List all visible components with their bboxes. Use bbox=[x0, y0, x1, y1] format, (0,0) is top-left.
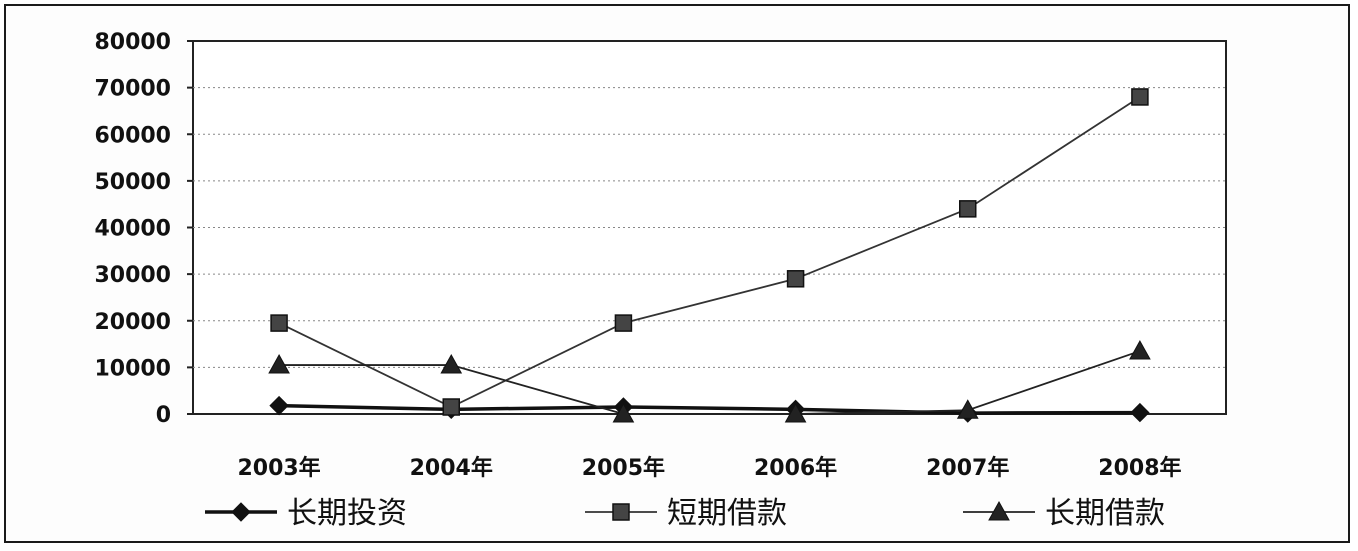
series-line bbox=[279, 350, 1141, 415]
y-tick-label: 40000 bbox=[94, 217, 171, 242]
series-lines bbox=[268, 88, 1151, 423]
long-term-investment-marker bbox=[1130, 402, 1150, 423]
legend-label: 短期借款 bbox=[667, 496, 787, 531]
x-tick-label: 2004年 bbox=[410, 455, 493, 481]
legend-item-long-term-loan: 长期借款 bbox=[963, 496, 1165, 531]
x-tick-label: 2003年 bbox=[237, 455, 320, 481]
y-tick-label: 10000 bbox=[94, 356, 171, 381]
x-tick-label: 2008年 bbox=[1098, 455, 1181, 481]
short-term-loan-marker bbox=[786, 270, 805, 288]
grid-lines bbox=[187, 40, 1226, 415]
legend-long-term-loan-marker bbox=[988, 500, 1010, 521]
x-axis-tick-labels: 2003年 2004年 2005年 2006年 2007年 2008年 bbox=[237, 455, 1181, 481]
x-tick-label: 2007年 bbox=[926, 455, 1009, 481]
legend-long-term-investment-marker bbox=[231, 502, 251, 522]
long-term-investment-marker bbox=[269, 395, 289, 416]
short-term-loan-marker bbox=[270, 314, 288, 332]
y-tick-label: 0 bbox=[156, 403, 171, 428]
long-term-loan-marker bbox=[612, 402, 635, 423]
legend-label: 长期借款 bbox=[1045, 496, 1165, 531]
legend-item-short-term-loan: 短期借款 bbox=[585, 496, 787, 531]
long-term-loan-marker bbox=[1129, 340, 1151, 360]
short-term-loan-marker bbox=[614, 314, 633, 332]
series-long-term-loan bbox=[268, 340, 1151, 423]
y-axis-tick-labels: 0 10000 20000 30000 40000 50000 60000 70000 8000… bbox=[94, 30, 171, 428]
legend-label: 长期投资 bbox=[287, 496, 407, 531]
long-term-loan-marker bbox=[784, 402, 807, 423]
long-term-loan-marker bbox=[440, 354, 463, 374]
y-tick-label: 50000 bbox=[94, 170, 171, 195]
short-term-loan-marker bbox=[959, 200, 977, 218]
x-tick-label: 2005年 bbox=[582, 455, 665, 481]
y-tick-label: 80000 bbox=[94, 30, 171, 55]
y-tick-label: 30000 bbox=[94, 263, 171, 288]
legend-short-term-loan-marker bbox=[612, 503, 630, 521]
series-line bbox=[279, 403, 1140, 415]
legend: 长期投资 短期借款 长期借款 bbox=[205, 496, 1165, 531]
y-tick-label: 20000 bbox=[94, 310, 171, 335]
short-term-loan-marker bbox=[1131, 88, 1149, 106]
y-tick-label: 60000 bbox=[94, 123, 171, 148]
long-term-loan-marker bbox=[956, 399, 979, 419]
series-short-term-loan bbox=[270, 88, 1149, 416]
legend-item-long-term-investment: 长期投资 bbox=[205, 496, 407, 531]
long-term-loan-marker bbox=[268, 354, 290, 374]
series-line bbox=[278, 96, 1141, 409]
x-tick-label: 2006年 bbox=[754, 455, 837, 481]
y-tick-label: 70000 bbox=[94, 77, 171, 102]
short-term-loan-marker bbox=[442, 398, 460, 416]
